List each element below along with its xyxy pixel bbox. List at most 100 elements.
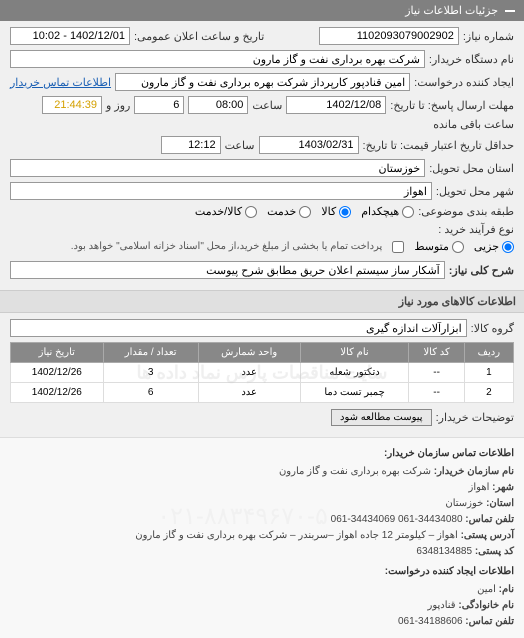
purchase-medium-label: متوسط [414,240,449,253]
contact-section: ۰۲۱-۸۸۳۴۹۶۷۰-۵ اطلاعات تماس سازمان خریدا… [0,437,524,638]
category-label: طبقه بندی موضوعی: [418,205,514,218]
category-service-label: خدمت [267,205,296,218]
contact-city-value: اهواز [469,482,490,493]
days-remaining-input[interactable] [134,96,184,114]
contact-address-value: اهواز – کیلومتر 12 جاده اهواز –سربندر – … [135,530,458,541]
purchase-medium-radio[interactable] [452,241,464,253]
category-both-item[interactable]: کالا/خدمت [195,205,257,218]
buyer-label: نام دستگاه خریدار: [429,53,514,66]
request-number-input[interactable] [319,27,459,45]
purchase-medium-item[interactable]: متوسط [414,240,464,253]
category-goods-item[interactable]: کالا [321,205,351,218]
contact-lastname-line: نام خانوادگی: قنادپور [10,598,514,614]
group-label: گروه کالا: [471,322,514,335]
contact-lastname-label: نام خانوادگی: [458,600,514,611]
header-title: جزئیات اطلاعات نیاز [405,4,498,17]
contact-creator-phone-label: تلفن تماس: [465,616,514,627]
purchase-minor-item[interactable]: جزیی [474,240,514,253]
contact-title-2: اطلاعات ایجاد کننده درخواست: [10,564,514,580]
category-service-radio[interactable] [299,206,311,218]
buyer-notes-label: توضیحات خریدار: [436,411,514,424]
remaining-label: ساعت باقی مانده [433,118,514,131]
city-label: شهر محل تحویل: [436,185,514,198]
items-section-title: اطلاعات کالاهای مورد نیاز [0,290,524,313]
deadline-time-input[interactable] [188,96,248,114]
category-radio-group: هیچکدام کالا خدمت کالا/خدمت [195,205,414,218]
remaining-time-input[interactable] [42,96,102,114]
table-cell-unit: عدد [198,383,300,403]
category-both-label: کالا/خدمت [195,205,242,218]
treasury-checkbox[interactable] [392,241,404,253]
th-date: تاریخ نیاز [11,343,104,363]
contact-title-1: اطلاعات تماس سازمان خریدار: [10,446,514,462]
table-header-row: ردیف کد کالا نام کالا واحد شمارش تعداد /… [11,343,514,363]
validity-label: حداقل تاریخ اعتبار قیمت: تا تاریخ: [363,139,514,152]
contact-postal-label: کد پستی: [475,546,514,557]
desc-label: شرح کلی نیاز: [449,264,514,277]
category-goods-radio[interactable] [339,206,351,218]
contact-name-line: نام: امین [10,582,514,598]
contact-postal-value: 6348134885 [416,546,472,557]
category-none-label: هیچکدام [361,205,399,218]
contact-province-value: خوزستان [445,498,483,509]
request-number-label: شماره نیاز: [463,30,514,43]
purchase-type-label: نوع فرآیند خرید : [438,223,514,236]
creator-label: ایجاد کننده درخواست: [414,76,514,89]
table-cell-row: 2 [464,383,513,403]
form-section: شماره نیاز: تاریخ و ساعت اعلان عمومی: نا… [0,21,524,290]
contact-phone-value: 34434080-061 34434069-061 [331,514,463,525]
category-none-radio[interactable] [402,206,414,218]
category-both-radio[interactable] [245,206,257,218]
buyer-input[interactable] [10,50,425,68]
public-date-input[interactable] [10,27,130,45]
day-label: روز و [106,99,130,112]
category-service-item[interactable]: خدمت [267,205,311,218]
table-cell-qty: 3 [103,363,198,383]
contact-address-line: آدرس پستی: اهواز – کیلومتر 12 جاده اهواز… [10,528,514,544]
attachment-button[interactable]: پیوست مطالعه شود [331,409,432,426]
deadline-date-input[interactable] [286,96,386,114]
th-unit: واحد شمارش [198,343,300,363]
province-label: استان محل تحویل: [429,162,514,175]
creator-input[interactable] [115,73,410,91]
time-label-1: ساعت [252,99,282,112]
th-row: ردیف [464,343,513,363]
city-input[interactable] [10,182,432,200]
contact-name-value: امین [477,584,496,595]
table-cell-name: دتکتور شعله [300,363,409,383]
th-name: نام کالا [300,343,409,363]
purchase-note: پرداخت تمام یا بخشی از مبلغ خرید،از محل … [71,241,383,252]
contact-phone-line: تلفن تماس: 34434080-061 34434069-061 [10,512,514,528]
items-table-wrap: سایت مناقصات پارس نماد داده ها ردیف کد ک… [10,342,514,403]
table-cell-code: -- [409,363,464,383]
minus-icon[interactable] [504,5,516,17]
contact-org-line: نام سازمان خریدار: شرکت بهره برداری نفت … [10,464,514,480]
province-input[interactable] [10,159,425,177]
purchase-minor-radio[interactable] [502,241,514,253]
table-cell-date: 1402/12/26 [11,383,104,403]
table-cell-code: -- [409,383,464,403]
contact-creator-phone-line: تلفن تماس: 34188606-061 [10,614,514,630]
contact-link[interactable]: اطلاعات تماس خریدار [10,76,111,89]
items-section: گروه کالا: سایت مناقصات پارس نماد داده ه… [0,313,524,437]
deadline-label: مهلت ارسال پاسخ: تا تاریخ: [390,99,514,112]
contact-address-label: آدرس پستی: [461,530,514,541]
items-table: ردیف کد کالا نام کالا واحد شمارش تعداد /… [10,342,514,403]
table-cell-unit: عدد [198,363,300,383]
category-none-item[interactable]: هیچکدام [361,205,414,218]
validity-time-input[interactable] [161,136,221,154]
contact-postal-line: کد پستی: 6348134885 [10,544,514,560]
category-goods-label: کالا [321,205,336,218]
contact-province-line: استان: خوزستان [10,496,514,512]
th-qty: تعداد / مقدار [103,343,198,363]
validity-date-input[interactable] [259,136,359,154]
table-cell-date: 1402/12/26 [11,363,104,383]
contact-province-label: استان: [486,498,514,509]
group-input[interactable] [10,319,467,337]
purchase-radio-group: جزیی متوسط پرداخت تمام یا بخشی از مبلغ خ… [71,240,514,253]
table-row: 1--دتکتور شعلهعدد31402/12/26 [11,363,514,383]
org-value: شرکت بهره برداری نفت و گاز مارون [279,466,431,477]
desc-input[interactable] [10,261,445,279]
contact-lastname-value: قنادپور [428,600,456,611]
purchase-minor-label: جزیی [474,240,499,253]
